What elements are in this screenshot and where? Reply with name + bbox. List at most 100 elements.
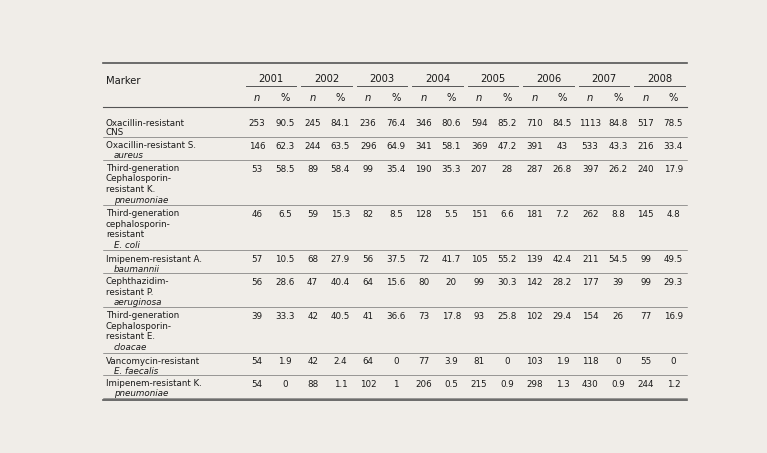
Text: 151: 151 [471, 210, 488, 219]
Text: 73: 73 [418, 312, 430, 321]
Text: 25.8: 25.8 [497, 312, 517, 321]
Text: aureus: aureus [114, 151, 143, 160]
Text: 240: 240 [637, 164, 654, 173]
Text: 0: 0 [615, 357, 621, 366]
Text: E. coli: E. coli [114, 241, 140, 250]
Text: 102: 102 [360, 380, 377, 389]
Text: Marker: Marker [106, 76, 140, 86]
Text: 81: 81 [474, 357, 485, 366]
Text: 39: 39 [252, 312, 263, 321]
Text: 244: 244 [637, 380, 654, 389]
Text: 7.2: 7.2 [555, 210, 569, 219]
Text: 72: 72 [418, 255, 430, 265]
Text: Imipenem-resistant K.: Imipenem-resistant K. [106, 380, 202, 388]
Text: 0.9: 0.9 [500, 380, 514, 389]
Text: 42.4: 42.4 [553, 255, 572, 265]
Text: Cephalosporin-: Cephalosporin- [106, 174, 172, 183]
Text: 84.5: 84.5 [553, 119, 572, 128]
Text: 43.3: 43.3 [608, 142, 627, 151]
Text: 84.1: 84.1 [331, 119, 350, 128]
Text: 8.8: 8.8 [611, 210, 625, 219]
Text: 40.4: 40.4 [331, 278, 350, 287]
Text: 181: 181 [526, 210, 543, 219]
Text: 391: 391 [526, 142, 543, 151]
Text: 47.2: 47.2 [497, 142, 516, 151]
Text: n: n [587, 93, 594, 103]
Text: 53: 53 [252, 164, 263, 173]
Text: resistant: resistant [106, 231, 144, 239]
Text: 190: 190 [416, 164, 432, 173]
Text: 62.3: 62.3 [275, 142, 295, 151]
Text: %: % [669, 93, 678, 103]
Text: 0.9: 0.9 [611, 380, 625, 389]
Text: Third-generation: Third-generation [106, 164, 179, 173]
Text: 58.4: 58.4 [331, 164, 350, 173]
Text: 54.5: 54.5 [608, 255, 627, 265]
Text: 68: 68 [307, 255, 318, 265]
Text: 262: 262 [582, 210, 598, 219]
Text: 346: 346 [416, 119, 432, 128]
Text: 57: 57 [252, 255, 263, 265]
Text: 1.3: 1.3 [555, 380, 569, 389]
Text: 177: 177 [582, 278, 598, 287]
Text: 206: 206 [416, 380, 432, 389]
Text: 2004: 2004 [425, 74, 450, 84]
Text: 0: 0 [670, 357, 676, 366]
Text: 40.5: 40.5 [331, 312, 350, 321]
Text: 0: 0 [393, 357, 399, 366]
Text: 56: 56 [363, 255, 374, 265]
Text: 35.3: 35.3 [442, 164, 461, 173]
Text: 2007: 2007 [591, 74, 617, 84]
Text: 1113: 1113 [579, 119, 601, 128]
Text: 146: 146 [249, 142, 265, 151]
Text: 59: 59 [307, 210, 318, 219]
Text: resistant E.: resistant E. [106, 333, 155, 342]
Text: Third-generation: Third-generation [106, 311, 179, 320]
Text: 64.9: 64.9 [387, 142, 406, 151]
Text: 27.9: 27.9 [331, 255, 350, 265]
Text: 80: 80 [418, 278, 430, 287]
Text: 287: 287 [526, 164, 543, 173]
Text: 26.8: 26.8 [553, 164, 572, 173]
Text: 88: 88 [307, 380, 318, 389]
Text: 37.5: 37.5 [386, 255, 406, 265]
Text: 49.5: 49.5 [663, 255, 683, 265]
Text: 1.1: 1.1 [334, 380, 347, 389]
Text: 42: 42 [307, 312, 318, 321]
Text: %: % [280, 93, 290, 103]
Text: 142: 142 [526, 278, 543, 287]
Text: 6.6: 6.6 [500, 210, 514, 219]
Text: 41: 41 [363, 312, 374, 321]
Text: 64: 64 [363, 357, 374, 366]
Text: Oxacillin-resistant: Oxacillin-resistant [106, 119, 185, 128]
Text: 103: 103 [526, 357, 543, 366]
Text: n: n [310, 93, 316, 103]
Text: 89: 89 [307, 164, 318, 173]
Text: 80.6: 80.6 [442, 119, 461, 128]
Text: 43: 43 [557, 142, 568, 151]
Text: 245: 245 [304, 119, 321, 128]
Text: 236: 236 [360, 119, 377, 128]
Text: n: n [420, 93, 427, 103]
Text: cloacae: cloacae [114, 343, 147, 352]
Text: 56: 56 [252, 278, 263, 287]
Text: 2002: 2002 [314, 74, 339, 84]
Text: 99: 99 [640, 278, 651, 287]
Text: 5.5: 5.5 [445, 210, 459, 219]
Text: pneumoniae: pneumoniae [114, 196, 168, 205]
Text: 76.4: 76.4 [387, 119, 406, 128]
Text: 0: 0 [282, 380, 288, 389]
Text: 33.3: 33.3 [275, 312, 295, 321]
Text: 1.2: 1.2 [667, 380, 680, 389]
Text: 55.2: 55.2 [497, 255, 517, 265]
Text: 4.8: 4.8 [667, 210, 680, 219]
Text: 41.7: 41.7 [442, 255, 461, 265]
Text: pneumoniae: pneumoniae [114, 389, 168, 398]
Text: 296: 296 [360, 142, 377, 151]
Text: 594: 594 [471, 119, 488, 128]
Text: 29.3: 29.3 [663, 278, 683, 287]
Text: baumannii: baumannii [114, 265, 160, 274]
Text: 397: 397 [582, 164, 598, 173]
Text: 2008: 2008 [647, 74, 672, 84]
Text: n: n [532, 93, 538, 103]
